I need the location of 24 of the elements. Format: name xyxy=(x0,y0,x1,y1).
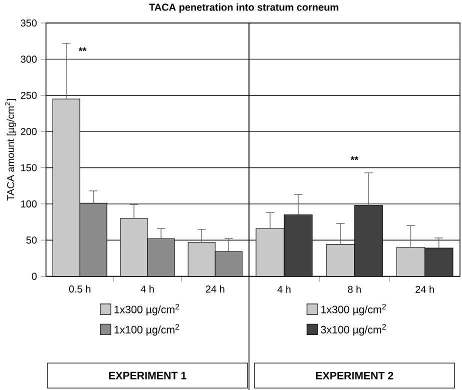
y-tick-label: 200 xyxy=(20,128,37,136)
y-tick-label: 50 xyxy=(26,236,37,244)
legend-label: 3x100 µg/cm$^{2}$ xyxy=(320,324,386,336)
y-axis-title: TACA amount [µg/cm$^{2}$] xyxy=(5,99,16,201)
y-tick-label: 350 xyxy=(20,19,37,27)
x-tick-label: 24 h xyxy=(206,285,224,292)
y-tick-label: 300 xyxy=(20,56,37,63)
y-tick-label: 0 xyxy=(32,272,37,280)
annotation: ** xyxy=(78,47,86,52)
text: EXPERIMENT 1 xyxy=(109,372,186,380)
x-tick-label: 4 h xyxy=(277,286,290,293)
x-tick-label: 0.5 h xyxy=(69,285,90,293)
legend-label: 1x300 µg/cm$^{2}$ xyxy=(321,304,386,316)
text: EXPERIMENT 2 xyxy=(316,372,394,380)
y-tick-label: 100 xyxy=(21,200,37,208)
legend-label: 1x100 µg/cm$^{2}$ xyxy=(114,324,180,336)
chart-title: TACA penetration into stratum corneum xyxy=(149,3,338,13)
y-tick-label: 250 xyxy=(20,92,37,99)
y-tick-label: 150 xyxy=(21,164,37,172)
annotation: ** xyxy=(350,156,358,160)
x-tick-label: 4 h xyxy=(140,285,154,292)
x-tick-label: 8 h xyxy=(348,286,361,293)
legend-label: 1x300 µg/cm$^{2}$ xyxy=(114,304,180,316)
x-tick-label: 24 h xyxy=(416,286,434,293)
